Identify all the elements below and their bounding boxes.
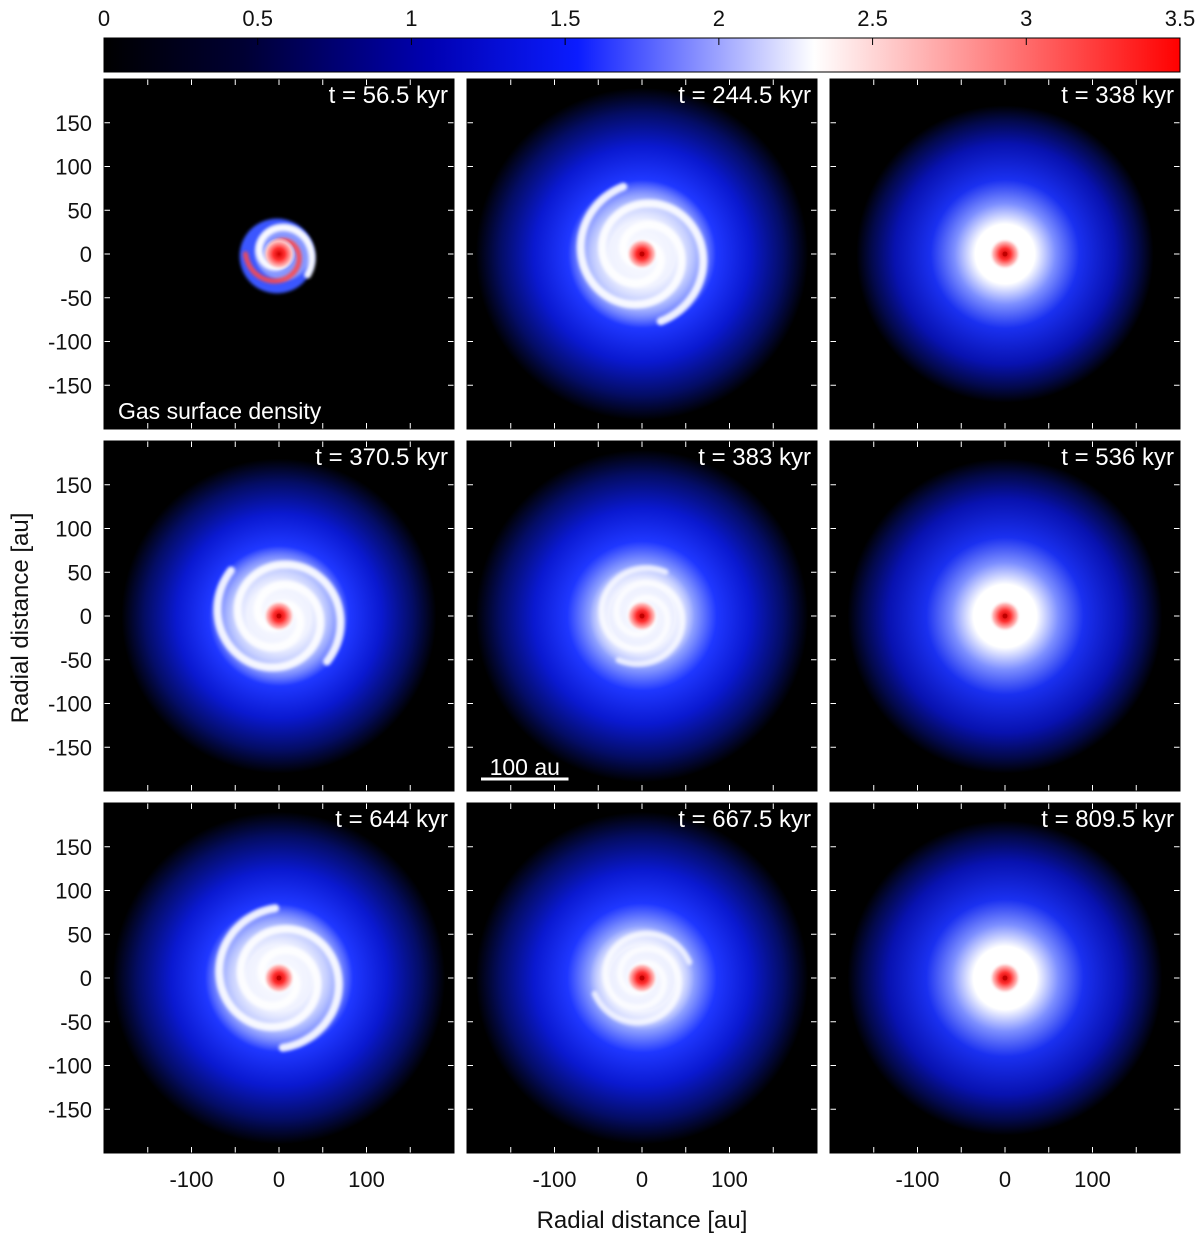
colorbar-tick-label: 0 bbox=[98, 6, 110, 31]
x-tick-label: -100 bbox=[895, 1167, 939, 1192]
panel: t = 667.5 kyr bbox=[466, 802, 818, 1154]
colorbar-gradient bbox=[103, 37, 1181, 73]
central-star bbox=[276, 613, 282, 619]
panel-time-label: t = 644 kyr bbox=[335, 806, 448, 833]
panel: t = 370.5 kyr bbox=[103, 440, 455, 792]
panel-frame bbox=[466, 440, 818, 792]
panel-time-label: t = 338 kyr bbox=[1061, 82, 1174, 109]
central-star bbox=[1002, 613, 1008, 619]
panel: t = 338 kyr bbox=[829, 78, 1181, 430]
x-tick-label: -100 bbox=[169, 1167, 213, 1192]
gas-surface-density-note: Gas surface density bbox=[118, 398, 322, 424]
y-tick-label: 150 bbox=[55, 473, 92, 498]
colorbar-tick-label: 3 bbox=[1020, 6, 1032, 31]
y-tick-label: -100 bbox=[48, 1054, 92, 1079]
x-tick-label: -100 bbox=[532, 1167, 576, 1192]
panel-time-label: t = 370.5 kyr bbox=[315, 444, 448, 471]
y-tick-label: -50 bbox=[60, 286, 92, 311]
central-star bbox=[1002, 975, 1008, 981]
colorbar-tick-label: 0.5 bbox=[242, 6, 273, 31]
central-star bbox=[639, 613, 645, 619]
panel: t = 383 kyr bbox=[466, 440, 818, 792]
y-tick-label: 50 bbox=[68, 560, 92, 585]
central-star bbox=[1002, 251, 1008, 257]
y-tick-label: 50 bbox=[68, 198, 92, 223]
central-star bbox=[276, 975, 282, 981]
y-tick-label: -50 bbox=[60, 648, 92, 673]
colorbar-tick-label: 1 bbox=[405, 6, 417, 31]
panel-time-label: t = 244.5 kyr bbox=[678, 82, 811, 109]
panel-frame bbox=[466, 78, 818, 430]
panel: t = 644 kyr bbox=[103, 802, 455, 1154]
panel-frame bbox=[829, 440, 1181, 792]
y-axis-label: Radial distance [au] bbox=[7, 513, 34, 724]
panel-frame bbox=[466, 802, 818, 1154]
y-tick-label: 100 bbox=[55, 155, 92, 180]
panel-time-label: t = 56.5 kyr bbox=[329, 82, 448, 109]
y-tick-label: -50 bbox=[60, 1010, 92, 1035]
panel-time-label: t = 536 kyr bbox=[1061, 444, 1174, 471]
panels: t = 56.5 kyr t = 244.5 kyr t = 338 kyr t = … bbox=[103, 78, 1181, 1154]
colorbar: 0 0.5 1 1.5 2 2.5 3 3.5 bbox=[98, 6, 1195, 73]
x-tick-label: 100 bbox=[1074, 1167, 1111, 1192]
y-tick-label: 100 bbox=[55, 517, 92, 542]
disk-core bbox=[262, 237, 296, 271]
panel-time-label: t = 809.5 kyr bbox=[1041, 806, 1174, 833]
panel-time-label: t = 383 kyr bbox=[698, 444, 811, 471]
colorbar-tick-label: 3.5 bbox=[1165, 6, 1196, 31]
panel: t = 56.5 kyr bbox=[103, 78, 455, 430]
x-axis-label: Radial distance [au] bbox=[537, 1207, 748, 1234]
panel-frame bbox=[103, 440, 455, 792]
y-tick-label: 150 bbox=[55, 111, 92, 136]
x-tick-label: 0 bbox=[999, 1167, 1011, 1192]
x-tick-label: 100 bbox=[348, 1167, 385, 1192]
x-tick-label: 0 bbox=[636, 1167, 648, 1192]
y-tick-label: -100 bbox=[48, 692, 92, 717]
axes-overlay: Gas surface density 100 au -100 0 100 -100 0 10… bbox=[48, 111, 1111, 1192]
scale-bar-label: 100 au bbox=[490, 754, 560, 780]
y-tick-label: 0 bbox=[80, 242, 92, 267]
y-tick-label: 100 bbox=[55, 879, 92, 904]
panel: t = 809.5 kyr bbox=[829, 802, 1181, 1154]
panel: t = 536 kyr bbox=[829, 440, 1181, 792]
colorbar-tick-label: 2.5 bbox=[857, 6, 888, 31]
panel-time-label: t = 667.5 kyr bbox=[678, 806, 811, 833]
y-tick-label: -150 bbox=[48, 373, 92, 398]
colorbar-tick-label: 1.5 bbox=[550, 6, 581, 31]
panel-frame bbox=[103, 78, 455, 430]
y-tick-label: 150 bbox=[55, 835, 92, 860]
y-tick-label: -150 bbox=[48, 735, 92, 760]
panel-frame bbox=[103, 802, 455, 1154]
y-tick-label: -150 bbox=[48, 1097, 92, 1122]
central-star bbox=[639, 975, 645, 981]
colorbar-tick-label: 2 bbox=[713, 6, 725, 31]
y-tick-label: 50 bbox=[68, 922, 92, 947]
y-tick-label: 0 bbox=[80, 966, 92, 991]
panel-frame bbox=[829, 802, 1181, 1154]
central-star bbox=[639, 251, 645, 257]
panel: t = 244.5 kyr bbox=[466, 78, 818, 430]
x-tick-label: 100 bbox=[711, 1167, 748, 1192]
x-tick-label: 0 bbox=[273, 1167, 285, 1192]
y-tick-label: -100 bbox=[48, 330, 92, 355]
y-tick-label: 0 bbox=[80, 604, 92, 629]
panel-frame bbox=[829, 78, 1181, 430]
colorbar-ticks: 0 0.5 1 1.5 2 2.5 3 3.5 bbox=[98, 6, 1195, 45]
